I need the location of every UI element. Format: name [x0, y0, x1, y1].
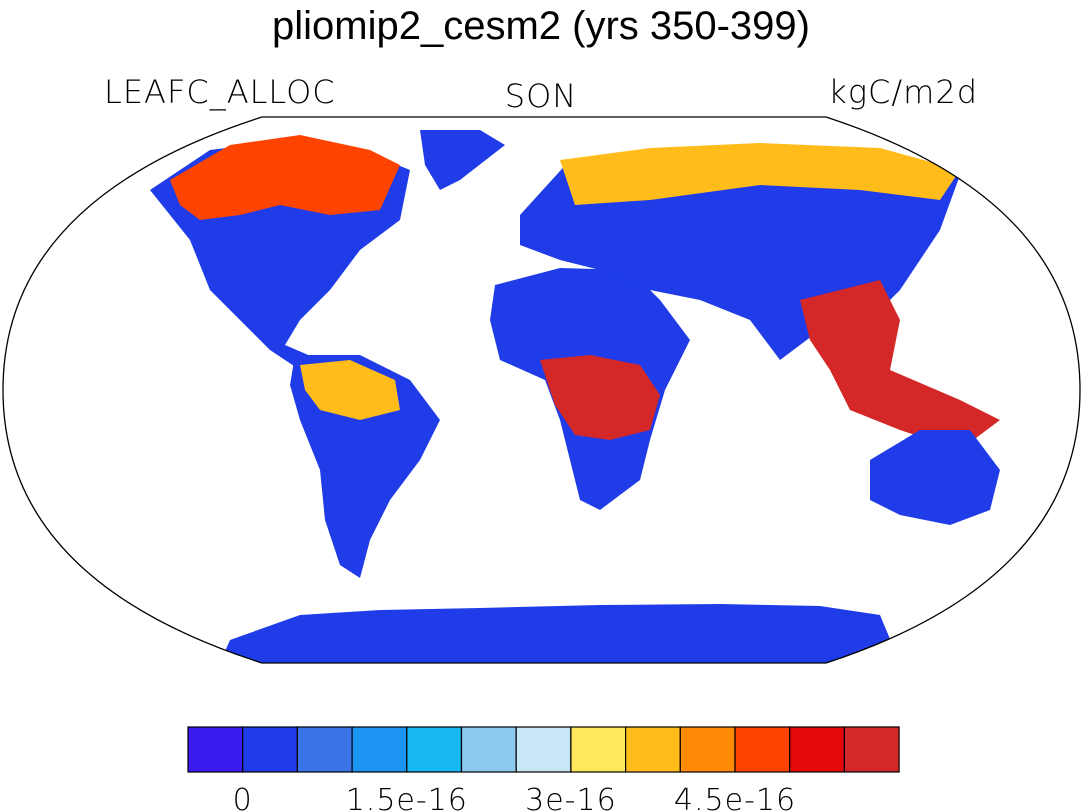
colorbar-box — [242, 726, 298, 773]
colorbar-box — [351, 726, 408, 773]
region-siberia — [560, 143, 960, 205]
colorbar-box — [789, 726, 846, 773]
map-boundary — [2, 116, 1081, 664]
region-central-africa — [540, 355, 660, 440]
colorbar-box — [406, 726, 463, 773]
colorbar-tick-label: 1.5e-16 — [346, 783, 468, 812]
colorbar-box — [570, 726, 627, 773]
colorbar-box — [843, 726, 900, 773]
season-label: SON — [504, 77, 578, 115]
region-antarctica — [220, 604, 900, 663]
colorbar-tick-label: 3e-16 — [525, 783, 617, 812]
region-amazon — [300, 360, 400, 420]
units-label: kgC/m2d — [828, 73, 978, 111]
colorbar-tick-label: 4.5e-16 — [674, 783, 796, 812]
colorbar-box — [679, 726, 736, 773]
colorbar-box — [187, 726, 244, 773]
colorbar-box — [296, 726, 353, 773]
colorbar-tick-label: 0 — [233, 783, 253, 812]
variable-label: LEAFC_ALLOC — [104, 73, 336, 111]
figure-title: pliomip2_cesm2 (yrs 350-399) — [271, 4, 810, 48]
region-australia — [870, 430, 1000, 525]
region-southeast-asia — [800, 280, 1000, 450]
colorbar-box — [515, 726, 572, 773]
colorbar-box — [460, 726, 517, 773]
colorbar-box — [734, 726, 791, 773]
region-greenland — [420, 130, 505, 190]
region-canada-arctic — [170, 135, 400, 220]
colorbar-box — [624, 726, 681, 773]
